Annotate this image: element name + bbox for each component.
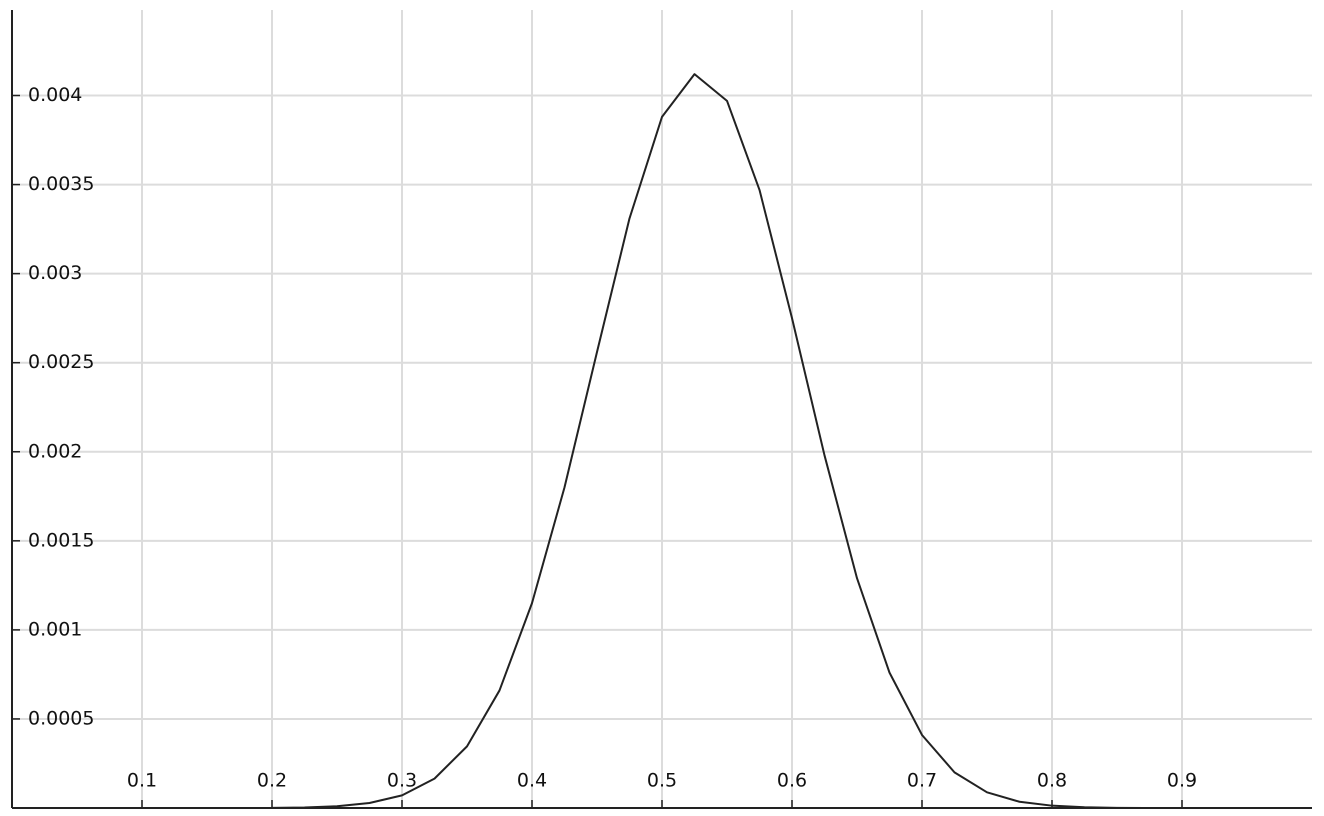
y-tick-label: 0.0025: [28, 351, 94, 373]
x-tick-label: 0.3: [387, 770, 417, 792]
y-tick-label: 0.001: [28, 618, 82, 640]
x-tick-label: 0.9: [1167, 770, 1197, 792]
x-tick-label: 0.5: [647, 770, 677, 792]
y-tick-label: 0.002: [28, 440, 82, 462]
x-tick-label: 0.7: [907, 770, 937, 792]
x-tick-label: 0.2: [257, 770, 287, 792]
x-tick-label: 0.4: [517, 770, 547, 792]
x-tick-label: 0.1: [127, 770, 157, 792]
y-tick-label: 0.003: [28, 262, 82, 284]
y-tick-label: 0.0035: [28, 173, 94, 195]
data-line: [271, 73, 1312, 809]
x-tick-label: 0.8: [1037, 770, 1067, 792]
y-tick-label: 0.004: [28, 84, 82, 106]
x-tick-label: 0.6: [777, 770, 807, 792]
y-tick-label: 0.0005: [28, 707, 94, 729]
y-tick-label: 0.0015: [28, 529, 94, 551]
